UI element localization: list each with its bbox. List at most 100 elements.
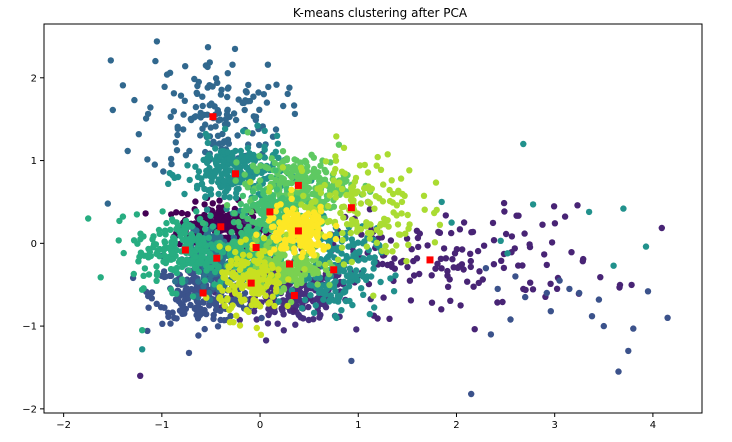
- data-point: [340, 214, 347, 221]
- data-point: [326, 192, 333, 199]
- data-point: [249, 202, 257, 209]
- data-point: [139, 327, 146, 334]
- data-point: [173, 147, 181, 154]
- data-point: [526, 241, 533, 248]
- data-point: [308, 199, 315, 207]
- data-point: [302, 229, 310, 236]
- data-point: [358, 285, 365, 292]
- data-point: [177, 232, 184, 239]
- data-point: [308, 282, 315, 289]
- data-point: [457, 302, 464, 309]
- data-point: [274, 140, 282, 147]
- data-point: [324, 243, 331, 250]
- data-point: [290, 307, 297, 314]
- data-point: [187, 240, 194, 247]
- data-point: [183, 285, 190, 292]
- data-point: [440, 245, 448, 252]
- data-point: [171, 266, 178, 273]
- data-point: [394, 221, 402, 228]
- data-point: [162, 259, 169, 267]
- data-point: [366, 254, 373, 261]
- data-point: [271, 302, 278, 310]
- data-point: [221, 138, 228, 145]
- data-point: [116, 217, 123, 225]
- x-tick-label: 0: [257, 420, 263, 431]
- data-point: [361, 161, 368, 169]
- data-point: [257, 269, 264, 276]
- data-point: [366, 200, 373, 207]
- centroid-marker: [181, 246, 189, 254]
- data-point: [199, 219, 207, 227]
- y-tick-label: 2: [31, 73, 37, 84]
- data-point: [243, 89, 250, 96]
- data-point: [497, 237, 504, 244]
- data-point: [215, 214, 223, 221]
- data-point: [232, 248, 239, 256]
- data-point: [262, 226, 269, 233]
- data-point: [275, 298, 282, 305]
- data-point: [226, 279, 233, 287]
- data-point: [229, 302, 236, 309]
- data-point: [185, 349, 193, 357]
- data-point: [266, 238, 273, 245]
- data-point: [181, 97, 188, 105]
- data-point: [360, 190, 367, 198]
- y-axis: −2 −1 0 1 2: [22, 73, 44, 415]
- data-point: [211, 300, 219, 307]
- data-point: [244, 129, 251, 136]
- data-point: [233, 189, 240, 197]
- data-point: [309, 247, 316, 254]
- data-point: [250, 93, 257, 100]
- data-point: [137, 230, 144, 237]
- data-point: [186, 147, 193, 155]
- data-point: [265, 300, 272, 307]
- data-point: [270, 214, 277, 221]
- data-point: [249, 188, 257, 195]
- data-point: [167, 155, 175, 163]
- data-point: [241, 171, 248, 178]
- data-point: [257, 331, 265, 338]
- data-point: [298, 173, 305, 180]
- data-point: [237, 261, 244, 268]
- centroid-marker: [232, 170, 239, 178]
- data-point: [163, 219, 170, 227]
- data-point: [249, 218, 256, 225]
- data-point: [152, 57, 159, 65]
- data-point: [324, 218, 331, 226]
- data-point: [220, 182, 227, 189]
- data-point: [376, 229, 384, 236]
- data-point: [225, 245, 232, 252]
- data-point: [566, 285, 573, 293]
- data-point: [393, 212, 400, 219]
- data-point: [207, 186, 215, 193]
- data-point: [216, 243, 223, 250]
- data-point: [172, 296, 180, 303]
- data-point: [213, 229, 221, 236]
- data-point: [167, 320, 174, 327]
- data-point: [431, 239, 439, 246]
- data-point: [500, 264, 508, 272]
- data-point: [330, 169, 337, 177]
- data-point: [256, 251, 263, 258]
- x-tick-label: 2: [453, 420, 459, 431]
- data-point: [242, 236, 249, 243]
- data-point: [215, 263, 222, 270]
- data-point: [227, 257, 235, 265]
- data-point: [306, 275, 313, 282]
- data-point: [373, 162, 380, 169]
- data-point: [142, 210, 149, 217]
- data-point: [335, 141, 343, 148]
- data-point: [240, 207, 248, 214]
- data-point: [574, 202, 581, 209]
- data-point: [203, 310, 210, 318]
- data-point: [448, 219, 455, 226]
- data-point: [600, 322, 607, 330]
- data-point: [500, 199, 508, 207]
- data-point: [310, 309, 318, 316]
- data-point: [292, 254, 299, 261]
- data-point: [333, 314, 340, 322]
- data-point: [256, 177, 264, 184]
- data-point: [288, 179, 295, 187]
- data-point: [235, 218, 242, 226]
- data-point: [405, 225, 412, 232]
